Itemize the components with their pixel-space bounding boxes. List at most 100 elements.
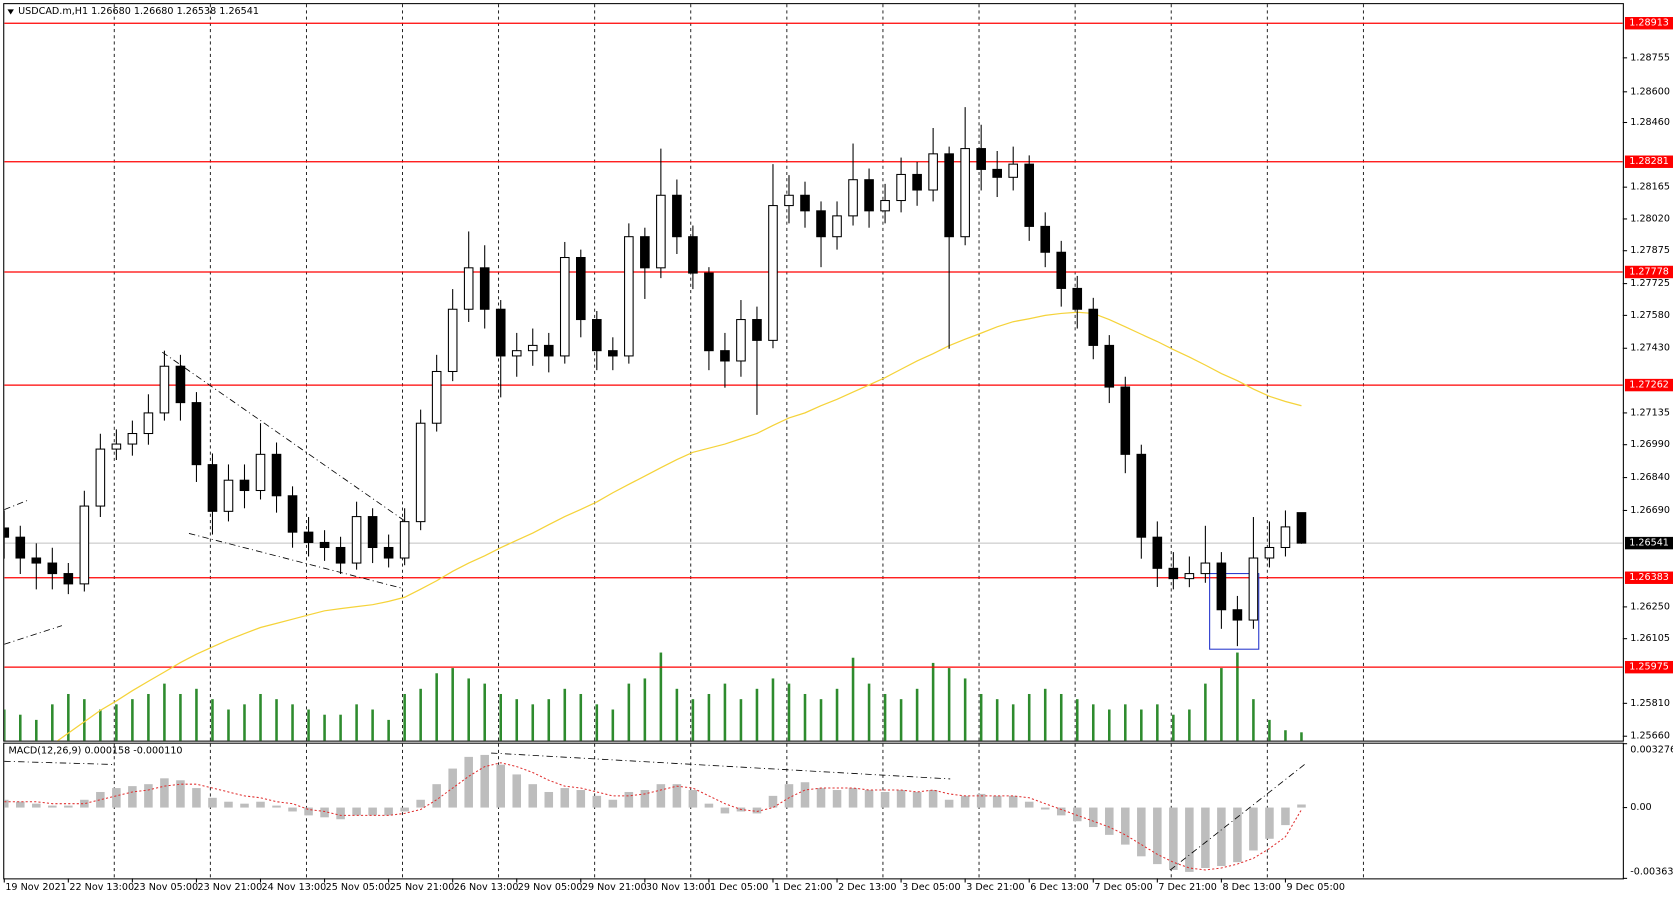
candle-body (15, 536, 26, 559)
candle-body (479, 267, 490, 310)
highlight-box (1209, 573, 1260, 650)
macd-bar (48, 805, 57, 808)
level-label-box (1624, 571, 1673, 584)
candle-body (559, 256, 570, 357)
candle-body (63, 573, 74, 585)
candle-body (207, 464, 218, 512)
candle-body (928, 153, 938, 191)
levels-layer (4, 22, 1623, 668)
macd-bar (656, 784, 666, 808)
volume-bar (211, 699, 214, 741)
volume-bar (803, 693, 807, 741)
candle-body (287, 495, 298, 533)
macd-bar (1137, 807, 1146, 857)
volume-bar (707, 693, 711, 741)
macd-bar (608, 799, 618, 808)
level-label-box (1624, 660, 1673, 674)
level-label: 1.28913 (1629, 18, 1669, 29)
macd-bar (1233, 807, 1242, 863)
macd-bar (672, 784, 682, 808)
candle-body (415, 422, 426, 523)
candle-body (527, 344, 538, 352)
x-tick-label: 29 Nov 21:00 (582, 882, 647, 893)
level-label: 1.28281 (1629, 156, 1669, 167)
macd-bar (1088, 807, 1098, 828)
macd-bar (256, 801, 265, 808)
volume-bar (899, 699, 903, 741)
macd-bar (304, 807, 313, 816)
candle-body (1264, 546, 1275, 559)
macd-bar (912, 791, 922, 808)
macd-bar (880, 791, 890, 808)
x-tick-label: 7 Dec 05:00 (1094, 882, 1152, 893)
x-tick-label: 8 Dec 13:00 (1222, 882, 1280, 893)
x-tick-label: 19 Nov 2021 (5, 882, 66, 893)
candle-body (351, 516, 362, 564)
volume-bar (1284, 730, 1287, 741)
macd-bar (128, 786, 137, 808)
x-tick-label: 30 Nov 13:00 (646, 882, 711, 893)
x-tick-label: 23 Nov 21:00 (198, 882, 263, 893)
x-tick-label: 6 Dec 13:00 (1030, 882, 1088, 893)
volume-bar (739, 699, 743, 741)
macd-bar (1217, 807, 1226, 867)
candle-body (880, 200, 890, 212)
volume-bar (1043, 688, 1047, 741)
candle-body (511, 350, 522, 357)
macd-bar (752, 807, 762, 814)
macd-plot (4, 754, 1306, 872)
candle-body (383, 546, 394, 559)
x-tick-label: 25 Nov 21:00 (390, 882, 455, 893)
x-tick-label: 9 Dec 05:00 (1287, 882, 1345, 893)
candle-body (960, 148, 970, 238)
macd-bar (800, 782, 810, 808)
candle-body (159, 365, 170, 414)
volume-bar (787, 683, 791, 741)
candle-body (656, 194, 666, 269)
volume-bar (1188, 709, 1191, 741)
macd-bar (1105, 807, 1114, 835)
volume-bar (691, 699, 695, 741)
macd-bar (1281, 807, 1290, 826)
candle-body (784, 194, 794, 207)
menu-arrow (7, 9, 14, 15)
volume-bar (179, 693, 182, 741)
volume-bar (595, 704, 599, 741)
volume-bar (259, 693, 262, 741)
candle-body (447, 308, 458, 373)
macd-bar (384, 807, 393, 816)
macd-bar (1201, 807, 1210, 869)
y-tick-label: 1.25660 (1630, 731, 1670, 742)
volume-bar (1300, 732, 1303, 741)
x-tick-label: 29 Nov 05:00 (518, 882, 583, 893)
volume-bar (931, 662, 935, 741)
candle-body (896, 173, 906, 202)
candle-body (944, 153, 954, 238)
volume-bar (1268, 719, 1271, 741)
macd-bar (1024, 801, 1034, 808)
volume-bar (4, 709, 6, 741)
volume-bar (531, 704, 535, 741)
macd-bar (160, 778, 169, 808)
macd-bar (336, 807, 345, 820)
macd-trendlines (4, 752, 1305, 871)
volume-bar (515, 699, 519, 741)
candle-body (592, 319, 602, 352)
y-tick-label: 1.26990 (1630, 439, 1670, 450)
macd-bar (112, 788, 121, 808)
candle-body (4, 527, 10, 538)
volume-bar (659, 652, 663, 741)
macd-bar (1297, 804, 1306, 808)
volume-bar (1124, 704, 1127, 741)
y-tick-label: 1.27430 (1630, 343, 1670, 354)
price-plot (4, 22, 1623, 741)
volume-bar (995, 699, 999, 741)
volume-bar (979, 693, 983, 741)
macd-bar (976, 793, 986, 808)
last-price-box (1624, 536, 1673, 550)
candle-body (255, 453, 266, 492)
x-tick-label: 3 Dec 05:00 (902, 882, 960, 893)
volume-bar (275, 699, 278, 741)
candle-body (608, 350, 618, 357)
macd-bar (944, 799, 954, 808)
